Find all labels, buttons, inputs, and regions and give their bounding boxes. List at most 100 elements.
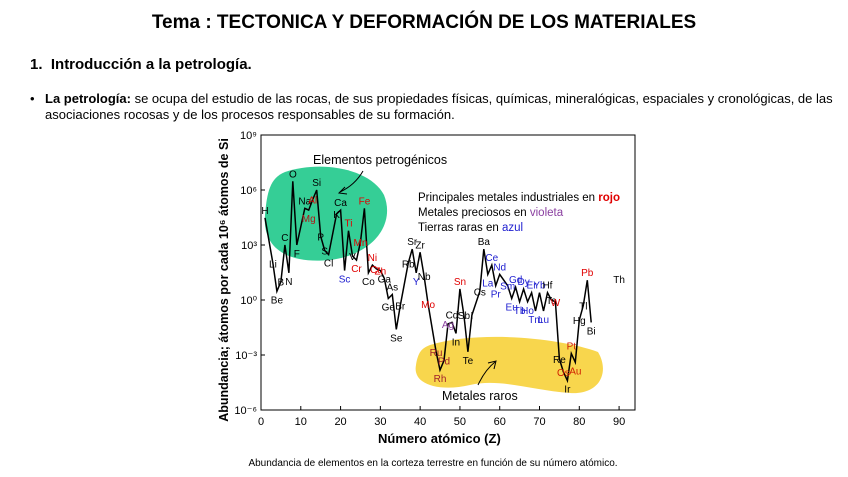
element-label: Th (613, 275, 625, 286)
y-tick-label: 10⁻³ (235, 350, 257, 362)
element-label: Cl (324, 259, 333, 270)
element-label: F (294, 249, 300, 260)
element-label: Mn (354, 238, 368, 249)
element-label: V (349, 252, 356, 263)
term: La petrología: (45, 91, 131, 106)
x-tick-label: 40 (414, 416, 426, 428)
element-label: Re (553, 355, 566, 366)
x-tick-label: 0 (258, 416, 264, 428)
bullet: • (30, 91, 35, 106)
element-label: O (289, 169, 297, 180)
legend-text: Metales preciosos en (418, 207, 530, 219)
element-label: Co (362, 277, 375, 288)
arrow-head (337, 186, 348, 195)
paragraph: La petrología: se ocupa del estudio de l… (45, 91, 837, 123)
element-label: Ti (345, 219, 353, 230)
element-label: Li (269, 259, 277, 270)
element-label: Sr (407, 237, 418, 248)
element-label: Hf (542, 281, 552, 292)
element-label: Pd (438, 357, 450, 368)
element-label: C (281, 233, 288, 244)
arrow (477, 361, 496, 386)
element-label: Ni (368, 253, 377, 264)
element-label: Fe (359, 196, 371, 207)
legend-word: rojo (598, 192, 620, 204)
element-label: La (482, 278, 494, 289)
element-label: Ce (485, 253, 498, 264)
x-axis-label: Número atómico (Z) (378, 431, 501, 446)
arrow (339, 170, 364, 193)
caption: Abundancia de elementos en la corteza te… (248, 458, 617, 469)
legend-word: violeta (530, 207, 564, 219)
element-label: Zr (415, 240, 425, 251)
element-label: N (285, 277, 292, 288)
element-label: Ag (442, 320, 454, 331)
element-label: Pb (581, 268, 594, 279)
element-label: Au (569, 366, 581, 377)
arrow-head (487, 360, 497, 370)
element-label: Bi (587, 326, 596, 337)
legend-line: Metales preciosos en violeta (418, 207, 564, 219)
x-tick-label: 10 (295, 416, 307, 428)
x-tick-label: 90 (613, 416, 625, 428)
element-label: Eu (506, 303, 518, 314)
element-label: As (386, 282, 398, 293)
element-label: Gd (509, 275, 522, 286)
element-label: Os (557, 368, 570, 379)
section-heading: 1. Introducción a la petrología. (30, 56, 252, 73)
element-label: S (321, 247, 328, 258)
y-tick-label: 10⁰ (240, 295, 257, 307)
legend-text: Tierras raras en (418, 222, 502, 234)
element-label: Lu (538, 315, 549, 326)
page-title: Tema : TECTONICA Y DEFORMACIÓN DE LOS MA… (151, 12, 697, 33)
legend-text: Principales metales industriales en (418, 192, 598, 204)
element-label: Ca (334, 198, 347, 209)
element-label: Tm (528, 315, 542, 326)
element-label: Be (271, 295, 284, 306)
element-label: Pr (491, 290, 502, 301)
element-label: B (278, 278, 285, 289)
x-tick-label: 50 (454, 416, 466, 428)
element-label: Mo (421, 300, 435, 311)
element-label: H (261, 206, 268, 217)
element-label: Nd (493, 262, 506, 273)
element-label: Sn (454, 277, 466, 288)
petrogenic-zone (264, 166, 388, 261)
element-label: Zn (375, 267, 387, 278)
element-label: Na (298, 196, 311, 207)
element-label: Si (312, 178, 321, 189)
element-label: Tb (514, 306, 526, 317)
element-label: Tl (579, 302, 587, 313)
legend-line: Tierras raras en azul (418, 222, 523, 234)
x-tick-label: 30 (374, 416, 386, 428)
element-label: Ta (546, 296, 557, 307)
legend-line: Principales metales industriales en rojo (418, 192, 620, 204)
x-tick-label: 80 (573, 416, 585, 428)
element-label: Se (390, 333, 403, 344)
legend-word: azul (502, 222, 523, 234)
element-label: Cr (351, 264, 362, 275)
element-label: Nb (418, 272, 431, 283)
paragraph-text: se ocupa del estudio de las rocas, de su… (45, 91, 833, 122)
element-label: Er (527, 281, 538, 292)
element-label: Ho (521, 306, 534, 317)
element-label: Sc (339, 275, 351, 286)
rare-metals-zone (415, 336, 603, 394)
element-label: Te (463, 356, 474, 367)
y-tick-label: 10⁹ (240, 130, 257, 142)
element-label: Sm (500, 282, 515, 293)
element-label: Ge (382, 303, 396, 314)
x-tick-label: 60 (494, 416, 506, 428)
element-label: Rb (402, 259, 415, 270)
x-tick-label: 20 (334, 416, 346, 428)
element-label: Ru (430, 348, 443, 359)
element-label: Al (308, 196, 317, 207)
annotation: Metales raros (442, 389, 518, 403)
element-label: Rh (434, 374, 447, 385)
element-label: I (470, 311, 473, 322)
element-label: Yb (533, 281, 546, 292)
element-label: Cs (474, 287, 486, 298)
element-label: Ga (378, 274, 392, 285)
element-label: In (452, 337, 460, 348)
